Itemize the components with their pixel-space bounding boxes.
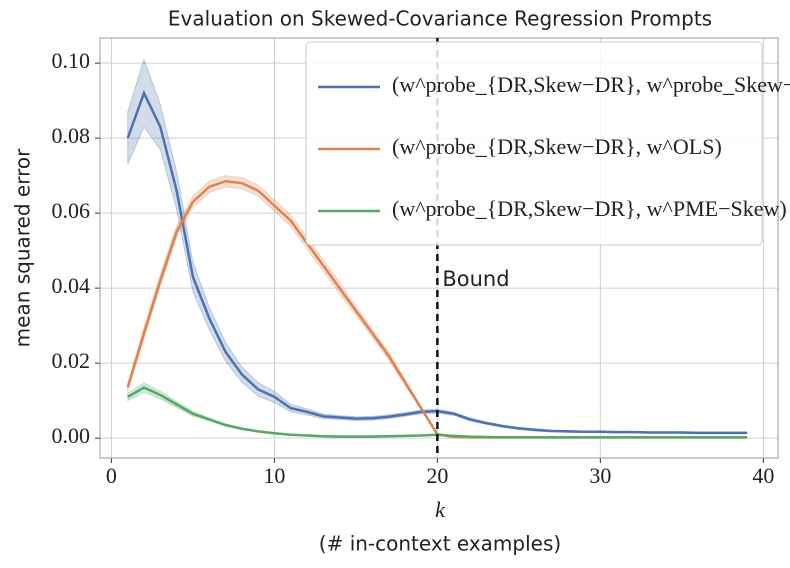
y-axis-label: mean squared error (11, 148, 35, 347)
legend-label: (w^probe_{DR,Skew−DR}, w^PME−Skew) (392, 196, 787, 221)
y-tick-label: 0.04 (52, 273, 91, 298)
legend-label: (w^probe_{DR,Skew−DR}, w^OLS) (392, 134, 722, 159)
legend-box (305, 41, 763, 246)
x-tick-label: 0 (106, 463, 117, 488)
legend-label: (w^probe_{DR,Skew−DR}, w^probe_Skew−DR) (392, 72, 790, 97)
x-tick-label: 30 (589, 463, 611, 488)
x-axis-label: (# in-context examples) (319, 532, 561, 556)
chart-title: Evaluation on Skewed-Covariance Regressi… (168, 7, 712, 31)
x-tick-label: 20 (426, 463, 448, 488)
y-tick-label: 0.00 (52, 423, 91, 448)
y-tick-label: 0.06 (52, 198, 91, 223)
x-axis-label: k (435, 497, 446, 522)
y-tick-label: 0.02 (52, 348, 91, 373)
y-tick-label: 0.08 (52, 123, 91, 148)
plot-frame (99, 37, 779, 459)
y-tick-label: 0.10 (52, 48, 91, 73)
x-tick-label: 40 (752, 463, 774, 488)
bound-label: Bound (442, 267, 509, 291)
x-tick-label: 10 (263, 463, 285, 488)
